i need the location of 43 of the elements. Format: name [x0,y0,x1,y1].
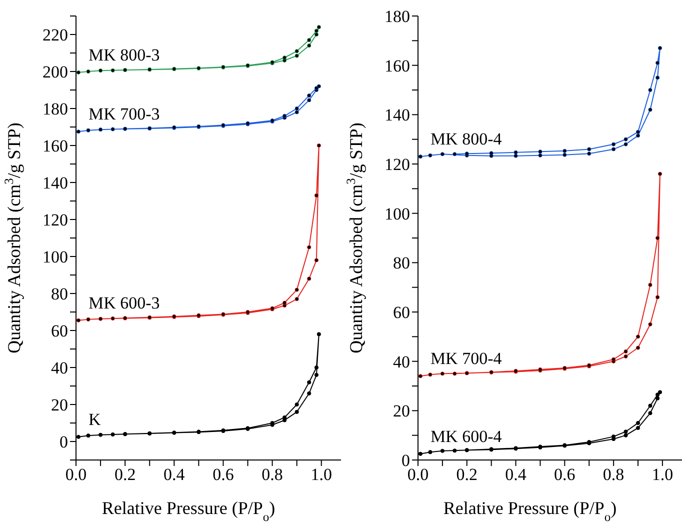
series-label: MK 600-4 [430,426,502,446]
y-tick-label: 120 [42,210,68,230]
series-label: MK 800-4 [430,130,502,149]
y-tick-label: 180 [42,100,68,119]
series-label: MK 700-3 [88,104,160,124]
y-tick-label: 180 [384,7,410,26]
y-tick-label: 80 [393,254,410,273]
y-tick-label: 100 [42,248,68,267]
x-tick-label: 0.0 [407,465,429,484]
x-axis-title: Relative Pressure (P/P$_{o}$) [443,498,617,524]
x-tick-label: 0.4 [505,465,527,484]
y-tick-label: 100 [384,204,410,224]
series-label: MK 800-3 [88,45,160,64]
x-tick-label: 0.2 [114,465,136,484]
y-tick-label: 160 [42,136,68,156]
y-tick-label: 140 [384,106,410,125]
y-tick-label: 160 [384,56,410,76]
y-tick-label: 40 [51,358,68,378]
y-tick-label: 20 [51,396,68,415]
series-label: MK 600-3 [88,293,160,312]
x-tick-label: 0.2 [456,465,478,484]
series-label: K [88,410,102,429]
y-tick-label: 80 [51,284,68,304]
x-tick-label: 1.0 [652,465,674,484]
y-tick-label: 0 [402,451,410,470]
y-tick-label: 20 [393,402,410,421]
y-tick-label: 120 [384,155,410,174]
y-tick-label: 200 [42,62,68,82]
x-tick-label: 0.8 [602,465,624,484]
series-label: MK 700-4 [430,349,502,368]
y-tick-label: 140 [42,174,68,193]
x-tick-label: 0.6 [212,465,234,484]
x-tick-label: 0.4 [164,465,186,484]
x-tick-label: 1.0 [310,465,332,484]
x-tick-label: 0.0 [65,465,87,484]
y-tick-label: 60 [393,303,410,322]
x-axis-title: Relative Pressure (P/P$_{o}$) [102,498,276,524]
y-tick-label: 220 [42,26,68,45]
x-tick-label: 0.6 [554,465,576,484]
y-tick-label: 60 [51,322,68,341]
y-tick-label: 40 [393,352,410,372]
y-tick-label: 0 [60,432,68,452]
x-tick-label: 0.8 [262,465,283,484]
